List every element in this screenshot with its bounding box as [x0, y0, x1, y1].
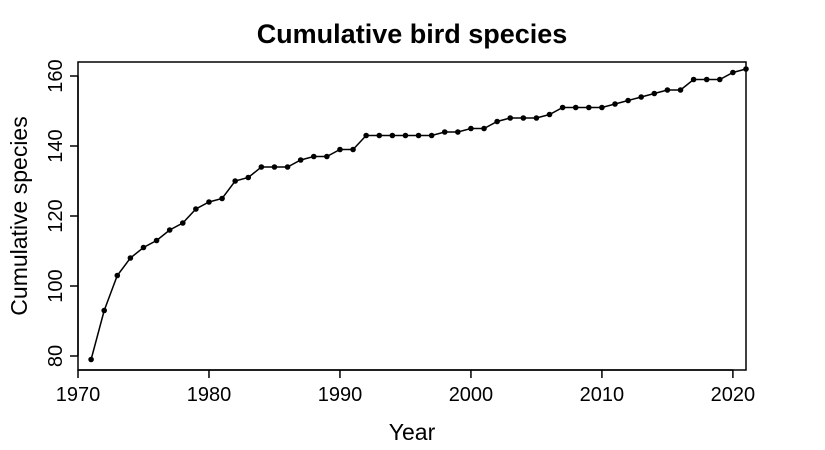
- data-point: [258, 164, 265, 170]
- data-point: [415, 132, 422, 139]
- y-tick-label: 140: [45, 129, 67, 162]
- data-point: [101, 307, 107, 314]
- data-point: [179, 220, 186, 226]
- data-point: [324, 153, 330, 160]
- data-point: [166, 227, 173, 233]
- y-tick-label: 100: [45, 269, 67, 302]
- y-axis-title: Cumulative species: [6, 116, 32, 315]
- data-point: [127, 255, 134, 261]
- data-point: [455, 129, 461, 135]
- x-tick-label: 2000: [449, 384, 494, 406]
- data-point: [219, 195, 225, 202]
- data-point: [297, 157, 304, 163]
- data-point: [114, 272, 121, 279]
- data-point: [717, 76, 723, 83]
- y-tick-label: 80: [45, 345, 67, 367]
- data-point: [664, 87, 671, 93]
- data-point: [441, 129, 448, 135]
- data-point: [743, 66, 749, 72]
- data-point: [153, 237, 160, 244]
- data-point: [507, 115, 514, 121]
- data-point: [402, 132, 409, 139]
- data-point: [245, 174, 252, 181]
- x-tick-label: 2010: [580, 384, 625, 406]
- y-tick-label: 160: [45, 59, 67, 92]
- data-point: [520, 115, 527, 121]
- data-point: [533, 115, 540, 121]
- data-point: [284, 164, 291, 170]
- data-point: [140, 244, 147, 251]
- y-axis: 80 100 120 140 160: [45, 59, 79, 367]
- data-point: [677, 87, 684, 93]
- data-point: [271, 164, 278, 170]
- data-point: [612, 101, 618, 107]
- data-point: [559, 104, 566, 111]
- data-point: [232, 178, 238, 184]
- data-point: [88, 356, 94, 363]
- data-point: [376, 132, 383, 139]
- series-line: [90, 68, 747, 360]
- data-point: [389, 132, 396, 139]
- data-point: [363, 132, 369, 139]
- chart-title: Cumulative bird species: [257, 19, 568, 49]
- data-point: [572, 104, 579, 111]
- data-point: [481, 125, 487, 132]
- data-point: [193, 206, 199, 212]
- data-point: [206, 199, 212, 205]
- x-axis: 1970 1980 1990 2000 2010 2020: [56, 369, 756, 406]
- plot-frame: [77, 61, 747, 371]
- data-point: [690, 76, 697, 83]
- data-point: [599, 104, 605, 111]
- data-point: [428, 132, 435, 139]
- data-point: [494, 118, 500, 125]
- data-point: [310, 153, 317, 160]
- data-point: [651, 90, 658, 97]
- data-point: [337, 146, 343, 153]
- x-tick-label: 1990: [318, 384, 363, 406]
- data-point: [468, 125, 474, 132]
- x-tick-label: 2020: [711, 384, 756, 406]
- x-tick-label: 1980: [187, 384, 232, 406]
- data-point: [546, 111, 553, 118]
- x-axis-title: Year: [389, 419, 436, 445]
- data-point: [638, 94, 645, 100]
- y-tick-label: 120: [45, 199, 67, 232]
- data-point: [586, 104, 592, 111]
- x-tick-label: 1970: [56, 384, 101, 406]
- data-point: [703, 76, 710, 83]
- data-point: [625, 97, 631, 104]
- data-point: [350, 146, 356, 153]
- data-point: [730, 69, 736, 76]
- plot-area: [88, 66, 749, 363]
